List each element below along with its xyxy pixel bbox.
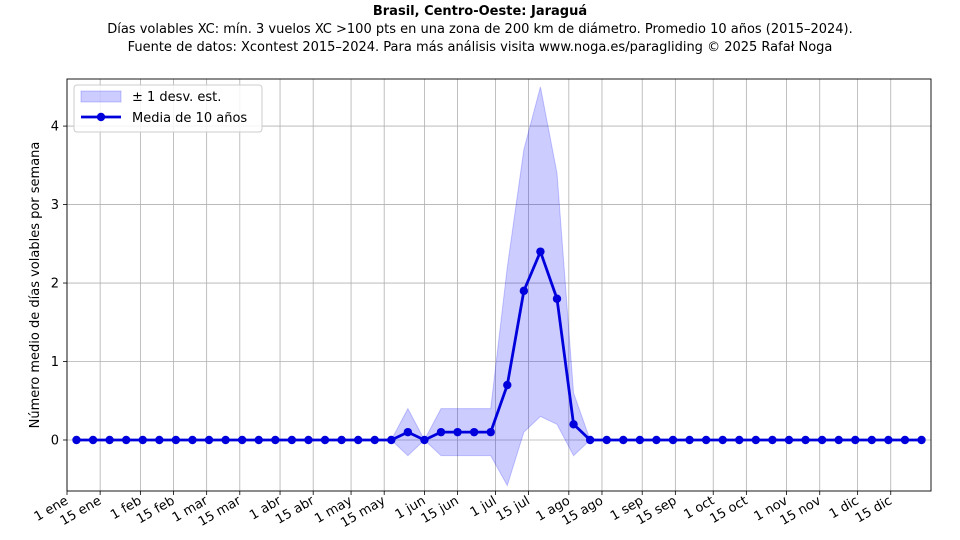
data-point: [72, 435, 81, 445]
data-point: [851, 435, 860, 445]
x-tick-label: 1 jul: [468, 493, 500, 520]
data-point: [552, 294, 562, 303]
data-point: [155, 435, 164, 445]
data-point: [271, 435, 280, 445]
data-point: [668, 435, 678, 445]
data-point: [387, 435, 396, 445]
legend-band-label: ± 1 desv. est.: [132, 90, 221, 105]
data-point: [619, 435, 628, 445]
data-point: [453, 427, 462, 437]
data-point: [436, 427, 446, 437]
data-point: [784, 435, 794, 445]
x-tick-label: 15 abr: [273, 493, 318, 527]
y-tick-label: 3: [51, 198, 59, 213]
x-tick-label: 15 feb: [134, 493, 177, 527]
data-point: [304, 435, 313, 445]
data-point: [370, 435, 379, 445]
data-point: [121, 435, 131, 445]
legend-band-swatch: [80, 90, 122, 103]
data-point: [469, 427, 479, 437]
data-point: [337, 435, 346, 445]
y-tick-label: 2: [51, 277, 59, 292]
data-point: [138, 435, 147, 445]
legend-box: [73, 84, 263, 133]
data-point: [801, 435, 810, 445]
data-point: [353, 435, 363, 445]
x-tick-label: 15 jul: [494, 493, 533, 524]
data-point: [204, 435, 214, 445]
data-point: [817, 435, 827, 445]
data-point: [403, 427, 413, 437]
data-point: [486, 427, 495, 437]
chart-source: Fuente de datos: Xcontest 2015–2024. Par…: [127, 40, 833, 55]
data-point: [718, 435, 727, 445]
legend-marker: [96, 112, 106, 122]
data-point: [519, 286, 529, 296]
data-point: [320, 435, 330, 445]
data-point: [602, 435, 611, 445]
data-point: [221, 435, 230, 445]
y-tick-label: 0: [51, 433, 59, 448]
data-point: [88, 435, 98, 445]
data-point: [735, 435, 744, 445]
y-tick-label: 4: [51, 120, 59, 135]
data-point: [585, 435, 595, 445]
data-point: [254, 435, 263, 445]
data-point: [701, 435, 711, 445]
data-point: [171, 435, 181, 445]
data-point: [917, 435, 926, 445]
data-point: [287, 435, 297, 445]
data-point: [652, 435, 661, 445]
x-tick-label: 15 oct: [707, 493, 750, 526]
data-point: [867, 435, 877, 445]
data-point: [237, 435, 247, 445]
x-tick-label: 15 jun: [419, 493, 462, 526]
data-point: [105, 435, 114, 445]
series-line-layer: [72, 247, 926, 445]
data-point: [569, 420, 578, 429]
data-point: [635, 435, 645, 445]
x-tick-label: 15 dic: [853, 493, 895, 526]
std-band-layer: [76, 86, 922, 487]
legend: ± 1 desv. est. Media de 10 años: [73, 84, 263, 133]
plot-frame: [66, 78, 932, 492]
data-point: [188, 435, 197, 445]
data-point: [536, 247, 545, 256]
data-point: [685, 435, 694, 445]
data-point: [751, 435, 761, 445]
data-point: [420, 435, 429, 445]
data-point: [503, 380, 512, 390]
std-band: [76, 86, 922, 487]
legend-series-label: Media de 10 años: [132, 111, 247, 126]
series-line: [76, 250, 922, 442]
data-point: [884, 435, 893, 445]
y-tick-label: 1: [51, 355, 59, 370]
chart-title: Brasil, Centro-Oeste: Jaraguá: [372, 4, 588, 19]
y-axis-label: Número medio de días volables por semana: [28, 142, 43, 429]
data-point: [768, 435, 777, 445]
data-point: [834, 435, 843, 445]
data-point: [900, 435, 910, 445]
chart-subtitle: Días volables XC: mín. 3 vuelos XC >100 …: [107, 22, 853, 37]
